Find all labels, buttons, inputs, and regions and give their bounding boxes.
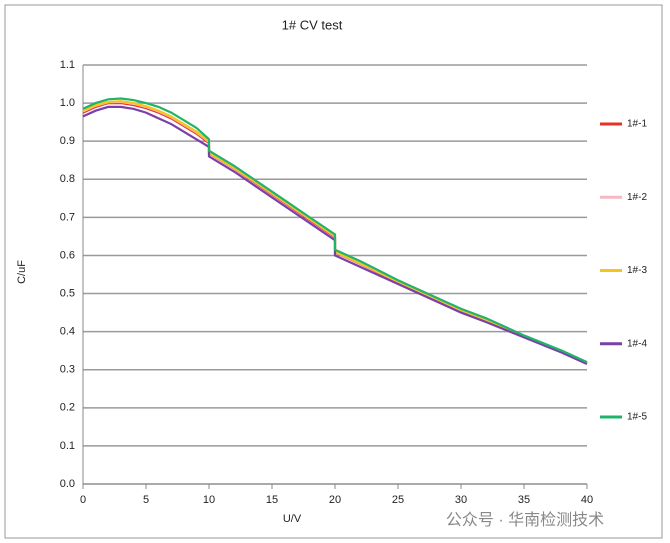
y-tick-label: 1.0 [60, 97, 75, 109]
y-tick-label: 0.3 [60, 364, 75, 376]
y-tick-label: 0.9 [60, 135, 75, 147]
y-tick-label: 1.1 [60, 59, 75, 71]
y-tick-label: 0.1 [60, 440, 75, 452]
x-tick-label: 0 [80, 494, 86, 506]
x-tick-label: 30 [455, 494, 467, 506]
y-axis-label: C/uF [16, 260, 28, 284]
watermark: 公众号 · 华南检测技术 [446, 511, 604, 529]
x-tick-label: 5 [143, 494, 149, 506]
x-tick-label: 25 [392, 494, 404, 506]
chart-frame [4, 4, 663, 539]
x-tick-label: 15 [266, 494, 278, 506]
y-tick-label: 0.4 [60, 326, 75, 338]
y-tick-label: 0.7 [60, 211, 75, 223]
x-axis-label: U/V [283, 513, 302, 525]
chart-title: 1# CV test [282, 17, 343, 32]
legend-label: 1#-2 [627, 192, 647, 203]
series-line [82, 97, 588, 364]
x-tick-label: 20 [329, 494, 341, 506]
legend-label: 1#-3 [627, 265, 647, 276]
y-tick-label: 0.2 [60, 402, 75, 414]
x-tick-label: 40 [581, 494, 593, 506]
legend-label: 1#-4 [627, 338, 647, 349]
y-tick-label: 0.6 [60, 249, 75, 261]
y-tick-label: 0.8 [60, 173, 75, 185]
y-tick-label: 0.0 [60, 478, 75, 490]
y-tick-label: 0.5 [60, 287, 75, 299]
x-tick-label: 10 [203, 494, 215, 506]
x-tick-label: 35 [518, 494, 530, 506]
legend-label: 1#-5 [627, 412, 647, 423]
series-line [82, 105, 588, 366]
legend-label: 1#-1 [627, 119, 647, 130]
